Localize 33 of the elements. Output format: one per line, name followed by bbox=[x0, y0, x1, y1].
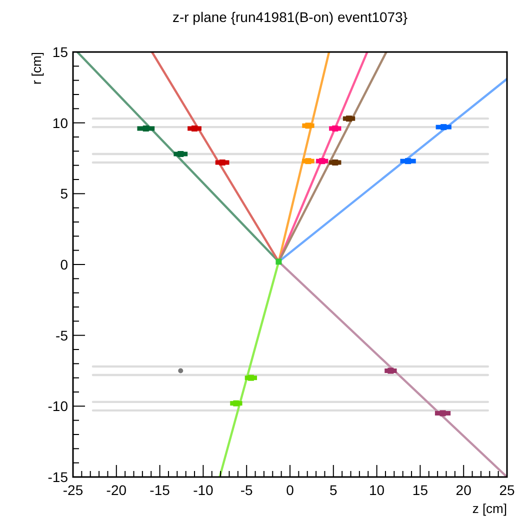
x-tick-label: 15 bbox=[412, 482, 428, 498]
point bbox=[319, 158, 326, 164]
y-axis-title: r [cm] bbox=[29, 52, 44, 84]
x-tick-label: 0 bbox=[286, 482, 294, 498]
point bbox=[305, 122, 312, 129]
point bbox=[305, 158, 312, 164]
y-tick-label: 5 bbox=[60, 186, 68, 202]
x-tick-label: 10 bbox=[369, 482, 385, 498]
x-tick-label: -15 bbox=[150, 482, 170, 498]
x-tick-label: -10 bbox=[193, 482, 214, 498]
y-tick-label: 0 bbox=[60, 256, 68, 272]
chart-title: z-r plane {run41981(B-on) event1073} bbox=[172, 9, 408, 25]
point bbox=[388, 368, 394, 374]
y-tick-label: -10 bbox=[48, 398, 68, 414]
x-tick-label: -5 bbox=[240, 482, 254, 498]
x-tick-label: 25 bbox=[499, 482, 515, 498]
x-axis-title: z [cm] bbox=[472, 501, 507, 516]
y-tick-label: 15 bbox=[52, 44, 68, 60]
y-tick-label: -15 bbox=[48, 469, 68, 485]
point bbox=[332, 126, 338, 132]
x-tick-label: 5 bbox=[330, 482, 338, 498]
x-tick-label: -25 bbox=[62, 482, 84, 498]
point bbox=[233, 400, 240, 406]
point bbox=[346, 116, 352, 122]
point bbox=[276, 258, 282, 265]
x-tick-label: 20 bbox=[456, 482, 472, 498]
x-tick-label: -20 bbox=[106, 482, 127, 498]
point bbox=[248, 374, 254, 381]
point bbox=[178, 368, 184, 374]
point bbox=[332, 160, 338, 166]
y-tick-label: -5 bbox=[56, 327, 68, 344]
y-tick-label: 10 bbox=[52, 114, 68, 131]
point bbox=[192, 126, 198, 132]
